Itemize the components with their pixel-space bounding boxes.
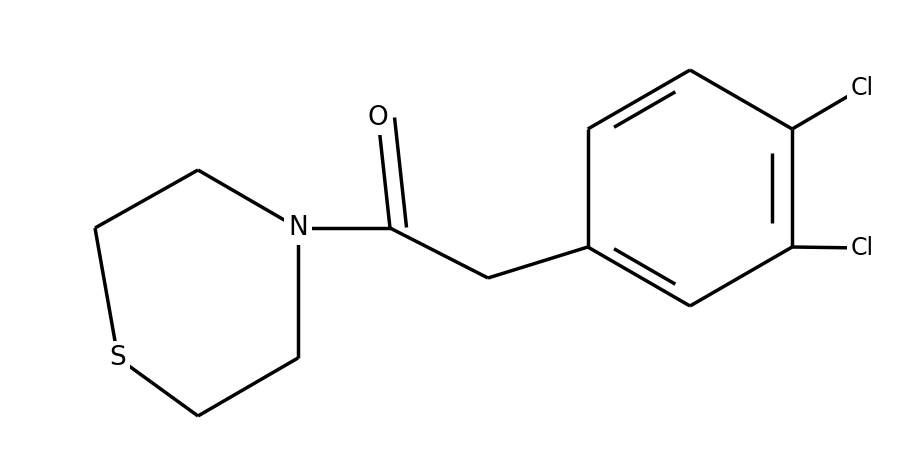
Text: Cl: Cl <box>849 76 873 100</box>
Text: O: O <box>368 105 388 131</box>
Text: S: S <box>109 345 126 371</box>
Text: Cl: Cl <box>849 236 873 260</box>
Text: N: N <box>288 215 308 241</box>
